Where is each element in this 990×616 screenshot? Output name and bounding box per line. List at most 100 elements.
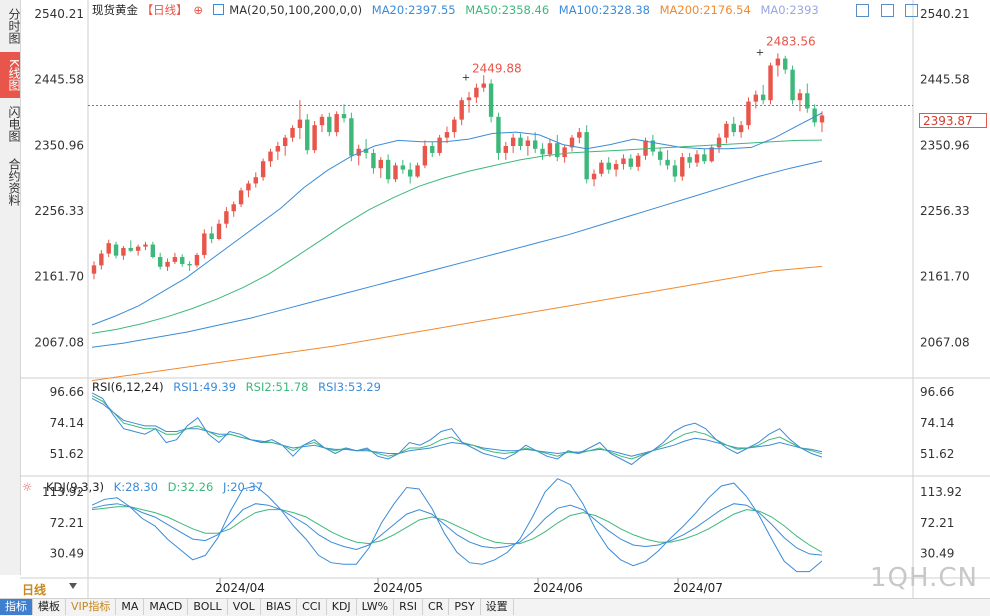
ma-settings-icon[interactable] <box>212 4 224 15</box>
candle-body <box>635 155 641 167</box>
instrument-name: 现货黄金 <box>92 3 138 17</box>
candle-body <box>224 211 229 224</box>
candle-body <box>694 154 700 163</box>
rsi3-value: RSI3:53.29 <box>318 380 381 394</box>
candle-body <box>459 100 464 120</box>
candle-body <box>400 165 406 170</box>
candle-body <box>643 140 648 156</box>
rsi2-line <box>91 395 823 460</box>
close-icon[interactable] <box>905 4 918 17</box>
rsi1-line <box>91 392 823 466</box>
chevron-down-icon[interactable] <box>69 583 77 589</box>
price-tick-label-left: 2350.96 <box>34 138 84 152</box>
candle-body <box>275 145 281 152</box>
candle-body <box>415 165 420 177</box>
tab-time-chart[interactable]: 分时图 <box>7 8 21 44</box>
candle-body <box>768 65 773 101</box>
price-tick-label-left: 2445.58 <box>34 73 84 87</box>
candle-body <box>569 137 575 148</box>
tab-kline-chart[interactable]: K线图 <box>0 52 21 98</box>
candle-body <box>202 233 207 255</box>
price-tick-label-right: 2256.33 <box>920 204 970 218</box>
period-selector[interactable]: 日线 <box>22 583 47 597</box>
candle-body <box>628 158 634 167</box>
candle-body <box>407 169 413 177</box>
candle-body <box>650 140 656 152</box>
candle-body <box>422 145 428 166</box>
chart-settings-icon[interactable] <box>856 4 869 17</box>
watermark: 1QH.CN <box>870 563 978 593</box>
kdj-settings-icon[interactable]: ☼ <box>22 480 33 494</box>
candle-body <box>687 157 692 163</box>
tab-kdj[interactable]: KDJ <box>327 599 357 615</box>
kdj-k-value: K:28.30 <box>113 480 158 494</box>
mid-high-price-label: 2449.88 <box>472 62 522 76</box>
tab-contract-info[interactable]: 合约资料 <box>7 158 21 206</box>
candle-body <box>356 148 361 156</box>
tab-vol[interactable]: VOL <box>228 599 261 615</box>
tab-ma[interactable]: MA <box>116 599 145 615</box>
candle-body <box>150 244 156 258</box>
tab-macd[interactable]: MACD <box>144 599 189 615</box>
refresh-icon[interactable]: ⊕ <box>193 3 203 17</box>
tab-cr[interactable]: CR <box>423 599 450 615</box>
candle-body <box>819 115 825 123</box>
candle-body <box>99 253 104 266</box>
ma20-line <box>91 112 823 326</box>
ma100-value: MA100:2328.38 <box>558 3 650 17</box>
price-tick-label-right: 2540.21 <box>920 7 970 21</box>
candle-body <box>334 114 339 133</box>
candle-body <box>341 114 347 119</box>
price-tick-label-left: 2256.33 <box>34 204 84 218</box>
candle-body <box>172 257 178 262</box>
kdj-d-line <box>91 506 823 553</box>
kdj-tick-label-left: 113.92 <box>42 485 84 499</box>
price-tick-label-left: 2540.21 <box>34 7 84 21</box>
candle-body <box>812 108 817 123</box>
tab-templates[interactable]: 模板 <box>33 599 66 615</box>
candle-body <box>658 151 663 160</box>
candle-body <box>385 159 391 180</box>
tab-rsi[interactable]: RSI <box>394 599 423 615</box>
x-tick-label: 2024/04 <box>215 581 265 595</box>
candle-body <box>680 157 685 177</box>
fullscreen-icon[interactable] <box>881 4 894 17</box>
tab-bias[interactable]: BIAS <box>261 599 298 615</box>
candle-body <box>533 140 538 149</box>
tab-lw[interactable]: LW% <box>357 599 395 615</box>
kdj-tick-label-left: 30.49 <box>50 547 84 561</box>
tab-psy[interactable]: PSY <box>449 599 481 615</box>
kdj-j-line <box>91 478 823 573</box>
candle-body <box>488 83 494 117</box>
tab-vip-indicators[interactable]: VIP指标 <box>66 599 117 615</box>
candle-body <box>562 147 567 158</box>
candle-body <box>481 83 486 88</box>
kdj-tick-label-right: 113.92 <box>920 485 962 499</box>
candle-body <box>187 263 192 266</box>
tab-indicators[interactable]: 指标 <box>0 599 33 615</box>
candle-body <box>378 159 383 169</box>
candle-body <box>165 261 170 267</box>
indicator-tab-bar: 指标 模板 VIP指标 MA MACD BOLL VOL BIAS CCI KDJ LW% RSI CR… <box>0 598 990 616</box>
tab-boll[interactable]: BOLL <box>188 599 228 615</box>
tab-flash-chart[interactable]: 闪电图 <box>7 106 21 142</box>
tab-cci[interactable]: CCI <box>297 599 327 615</box>
kdj-legend: ☼ KDJ(9,3,3) K:28.30 D:32.26 J:20.37 <box>22 480 269 494</box>
price-tick-label-left: 2067.08 <box>34 335 84 349</box>
candle-body <box>746 101 751 126</box>
price-tick-label-left: 2161.70 <box>34 270 84 284</box>
tab-settings[interactable]: 设置 <box>481 599 514 615</box>
candle-body <box>319 116 325 126</box>
rsi1-value: RSI1:49.39 <box>173 380 237 394</box>
ma-params: MA(20,50,100,200,0,0) <box>229 3 363 17</box>
candle-body <box>496 116 501 153</box>
candle-body <box>135 246 141 251</box>
chart-canvas: 2540.21 2540.21 2445.58 2445.58 2350.96 2350.… <box>20 0 990 598</box>
candle-body <box>547 143 553 155</box>
price-tick-label-right: 2161.70 <box>920 270 970 284</box>
candle-body <box>430 145 435 153</box>
candle-body <box>606 162 611 170</box>
ma50-value: MA50:2358.46 <box>465 3 550 17</box>
candle-body <box>444 132 450 138</box>
x-tick-label: 2024/05 <box>373 581 423 595</box>
